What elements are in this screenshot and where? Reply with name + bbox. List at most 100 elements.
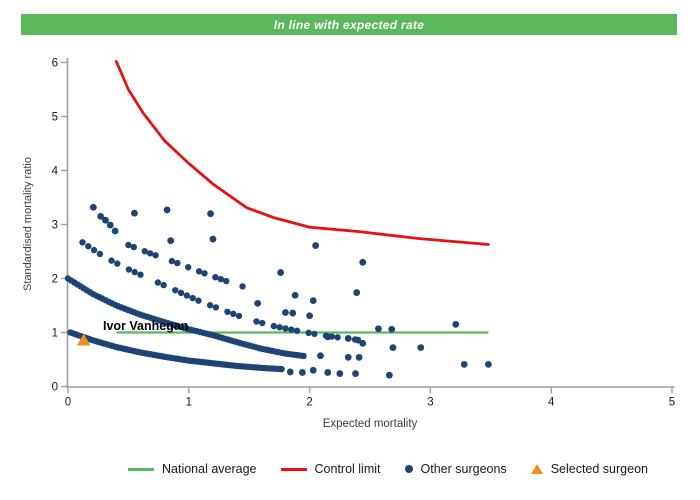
other-surgeon-dot [212, 274, 219, 281]
other-surgeon-dot [344, 335, 352, 342]
other-surgeons-scatter [89, 203, 492, 379]
other-surgeon-dot [125, 266, 133, 273]
other-surgeon-dot [277, 269, 285, 276]
selected-surgeon-marker [76, 333, 91, 346]
y-tick-label: 5 [52, 112, 58, 124]
other-surgeon-dot [189, 294, 196, 302]
other-surgeon-dot [253, 318, 260, 325]
other-surgeon-dot [223, 277, 230, 285]
other-surgeon-dot [460, 360, 468, 368]
other-surgeon-dot [172, 287, 179, 294]
other-surgeon-dot [259, 319, 266, 327]
x-tick-label: 0 [65, 397, 71, 409]
legend-item-national-average: National average [128, 462, 257, 476]
legend-label: Selected surgeon [550, 462, 648, 476]
legend-label: National average [162, 462, 257, 476]
other-surgeon-dot [324, 369, 332, 376]
other-surgeon-dot [90, 246, 98, 254]
other-surgeon-dot [108, 257, 115, 264]
other-surgeon-dot [300, 352, 307, 360]
other-surgeon-dot [309, 366, 317, 374]
other-surgeon-dot [183, 292, 191, 299]
x-axis-title: Expected mortality [323, 418, 418, 430]
x-tick-label: 5 [669, 397, 675, 409]
other-surgeon-dot [207, 210, 214, 218]
funnel-plot: 0 1 2 3 4 5 6 0 1 2 3 4 5 Ivor Vanhegan Standardised… [22, 58, 675, 431]
other-surgeon-dot [163, 206, 171, 214]
other-surgeon-dot [154, 279, 162, 286]
y-tick-label: 4 [52, 166, 59, 178]
other-surgeon-dot [79, 239, 86, 246]
other-surgeon-dot [184, 264, 192, 271]
other-surgeon-dot [375, 325, 382, 333]
other-surgeon-dot [102, 216, 109, 224]
other-surgeon-dot [291, 291, 299, 299]
other-surgeon-dot [167, 237, 175, 245]
other-surgeon-dot [141, 248, 148, 255]
other-surgeon-dot [146, 250, 154, 257]
other-surgeon-dot [311, 330, 318, 338]
chart-legend: National average Control limit Other surge… [76, 459, 700, 479]
other-surgeon-dot [137, 271, 144, 278]
y-tick-label: 1 [52, 328, 58, 340]
y-tick-label: 3 [52, 220, 58, 232]
other-surgeon-dot [206, 302, 214, 309]
legend-line-swatch [128, 467, 154, 471]
other-surgeon-dot [344, 353, 352, 361]
status-banner-text: In line with expected rate [273, 17, 425, 32]
other-surgeon-dot [160, 281, 167, 289]
legend-item-other-surgeons: Other surgeons [404, 462, 507, 476]
other-surgeon-dot [111, 227, 119, 235]
other-surgeon-dot [298, 369, 306, 376]
x-tick-label: 3 [427, 397, 433, 409]
other-surgeon-dot [359, 339, 367, 347]
other-surgeon-dot [334, 334, 341, 341]
other-surgeons-band-4 [125, 241, 246, 290]
status-banner: In line with expected rate [21, 14, 677, 35]
other-surgeon-dot [336, 370, 344, 377]
x-tick-label: 2 [306, 397, 312, 409]
other-surgeon-dot [355, 353, 363, 361]
other-surgeon-dot [278, 365, 285, 373]
other-surgeons-band-1 [67, 329, 285, 373]
legend-dot-swatch [404, 465, 413, 473]
other-surgeon-dot [484, 360, 492, 368]
x-tick-label: 4 [548, 397, 555, 409]
other-surgeon-dot [89, 203, 97, 211]
other-surgeon-dot [224, 308, 231, 315]
y-tick-label: 0 [52, 382, 58, 394]
other-surgeon-dot [97, 213, 105, 220]
other-surgeon-dot [96, 250, 104, 258]
other-surgeon-dot [195, 297, 202, 304]
other-surgeon-dot [317, 352, 324, 360]
other-surgeon-dot [177, 289, 185, 297]
other-surgeon-dot [106, 221, 114, 229]
other-surgeon-dot [254, 299, 262, 307]
legend-item-selected-surgeon: Selected surgeon [530, 462, 648, 476]
other-surgeon-dot [324, 333, 332, 341]
other-surgeon-dot [235, 312, 243, 320]
control-limit-line [114, 60, 490, 246]
y-tick-label: 6 [52, 58, 58, 70]
other-surgeon-dot [286, 368, 294, 376]
other-surgeon-dot [85, 243, 92, 250]
other-surgeon-dot [114, 260, 121, 267]
other-surgeon-dot [293, 327, 301, 334]
y-axis-title: Standardised mortality ratio [22, 157, 34, 291]
other-surgeon-dot [152, 252, 159, 259]
other-surgeon-dot [417, 344, 425, 352]
other-surgeon-dot [388, 325, 396, 333]
other-surgeon-dot [131, 268, 138, 276]
other-surgeon-dot [282, 325, 289, 332]
other-surgeon-dot [353, 289, 361, 296]
other-surgeon-dot [305, 329, 312, 337]
other-surgeon-dot [125, 241, 132, 249]
other-surgeon-dot [359, 258, 367, 266]
other-surgeon-dot [209, 235, 217, 243]
other-surgeon-dot [239, 283, 246, 290]
selected-surgeon-label: Ivor Vanhegan [103, 319, 188, 333]
other-surgeon-dot [230, 310, 237, 318]
y-tick-label: 2 [52, 274, 58, 286]
other-surgeon-dot [389, 344, 397, 352]
